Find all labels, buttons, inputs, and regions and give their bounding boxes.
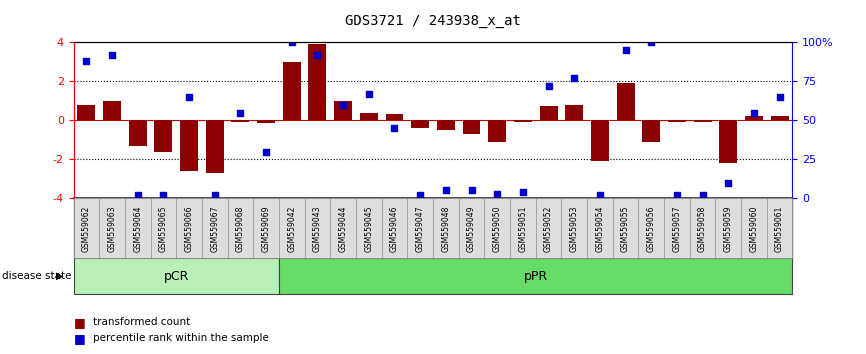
Bar bbox=[617, 84, 635, 120]
Bar bbox=[283, 62, 301, 120]
Text: GSM559044: GSM559044 bbox=[339, 205, 347, 252]
Bar bbox=[385, 114, 404, 120]
Point bbox=[439, 188, 453, 193]
Bar bbox=[360, 113, 378, 120]
Bar bbox=[334, 101, 352, 120]
Bar bbox=[308, 45, 326, 120]
Point bbox=[182, 94, 196, 100]
Text: pPR: pPR bbox=[524, 270, 548, 282]
Point bbox=[464, 188, 478, 193]
Bar bbox=[180, 120, 198, 171]
Point bbox=[772, 94, 786, 100]
Text: GDS3721 / 243938_x_at: GDS3721 / 243938_x_at bbox=[345, 14, 521, 28]
Text: GSM559042: GSM559042 bbox=[288, 205, 296, 252]
Bar bbox=[488, 120, 506, 142]
Bar bbox=[540, 106, 558, 120]
Point bbox=[131, 192, 145, 198]
Point bbox=[80, 58, 94, 64]
Bar bbox=[771, 116, 789, 120]
Text: GSM559045: GSM559045 bbox=[365, 205, 373, 252]
Text: GSM559057: GSM559057 bbox=[672, 205, 682, 252]
Bar bbox=[103, 101, 121, 120]
Text: GSM559043: GSM559043 bbox=[313, 205, 322, 252]
Text: GSM559052: GSM559052 bbox=[544, 205, 553, 252]
Text: GSM559051: GSM559051 bbox=[519, 205, 527, 252]
Text: GSM559046: GSM559046 bbox=[390, 205, 399, 252]
Text: GSM559054: GSM559054 bbox=[595, 205, 604, 252]
Point bbox=[336, 102, 350, 108]
Bar bbox=[462, 120, 481, 134]
Point bbox=[541, 83, 555, 89]
Text: percentile rank within the sample: percentile rank within the sample bbox=[93, 333, 268, 343]
Text: GSM559050: GSM559050 bbox=[493, 205, 501, 252]
Text: GSM559069: GSM559069 bbox=[262, 205, 271, 252]
Point bbox=[721, 180, 735, 185]
Text: GSM559048: GSM559048 bbox=[442, 205, 450, 252]
Bar bbox=[411, 120, 430, 128]
Point bbox=[259, 149, 273, 154]
Bar bbox=[745, 116, 763, 120]
Bar bbox=[720, 120, 737, 163]
Bar bbox=[591, 120, 609, 161]
Bar bbox=[436, 120, 455, 130]
Point bbox=[695, 192, 709, 198]
Bar bbox=[206, 120, 223, 173]
Text: GSM559053: GSM559053 bbox=[570, 205, 578, 252]
Point bbox=[593, 192, 607, 198]
Text: GSM559055: GSM559055 bbox=[621, 205, 630, 252]
Text: GSM559049: GSM559049 bbox=[467, 205, 476, 252]
Text: GSM559060: GSM559060 bbox=[749, 205, 759, 252]
Text: GSM559058: GSM559058 bbox=[698, 205, 707, 252]
Point bbox=[311, 52, 325, 58]
Point bbox=[618, 47, 632, 53]
Text: transformed count: transformed count bbox=[93, 317, 190, 327]
Point bbox=[670, 192, 684, 198]
Bar bbox=[231, 120, 249, 122]
Bar bbox=[77, 105, 95, 120]
Text: GSM559059: GSM559059 bbox=[724, 205, 733, 252]
Text: GSM559047: GSM559047 bbox=[416, 205, 424, 252]
Point bbox=[285, 40, 299, 45]
Text: GSM559066: GSM559066 bbox=[184, 205, 194, 252]
Text: GSM559061: GSM559061 bbox=[775, 205, 784, 252]
Bar bbox=[668, 120, 686, 122]
Point bbox=[490, 191, 504, 196]
Point bbox=[234, 110, 248, 115]
Point bbox=[747, 110, 761, 115]
Point bbox=[413, 192, 427, 198]
Point bbox=[644, 40, 658, 45]
Point bbox=[567, 75, 581, 81]
Bar bbox=[514, 120, 532, 122]
Point bbox=[388, 125, 402, 131]
Text: GSM559062: GSM559062 bbox=[82, 205, 91, 252]
Text: GSM559063: GSM559063 bbox=[107, 205, 117, 252]
Text: ▶: ▶ bbox=[55, 271, 63, 281]
Point bbox=[362, 91, 376, 97]
Bar bbox=[565, 105, 583, 120]
Point bbox=[208, 192, 222, 198]
Text: GSM559056: GSM559056 bbox=[647, 205, 656, 252]
Point bbox=[516, 189, 530, 195]
Text: pCR: pCR bbox=[164, 270, 189, 282]
Text: GSM559064: GSM559064 bbox=[133, 205, 142, 252]
Text: ■: ■ bbox=[74, 316, 86, 329]
Text: GSM559067: GSM559067 bbox=[210, 205, 219, 252]
Text: disease state: disease state bbox=[2, 271, 71, 281]
Bar bbox=[257, 120, 275, 123]
Point bbox=[157, 192, 171, 198]
Bar bbox=[643, 120, 660, 142]
Text: GSM559068: GSM559068 bbox=[236, 205, 245, 252]
Bar bbox=[129, 120, 146, 146]
Text: GSM559065: GSM559065 bbox=[159, 205, 168, 252]
Bar bbox=[694, 120, 712, 122]
Point bbox=[105, 52, 119, 58]
Bar bbox=[154, 120, 172, 152]
Text: ■: ■ bbox=[74, 332, 86, 344]
